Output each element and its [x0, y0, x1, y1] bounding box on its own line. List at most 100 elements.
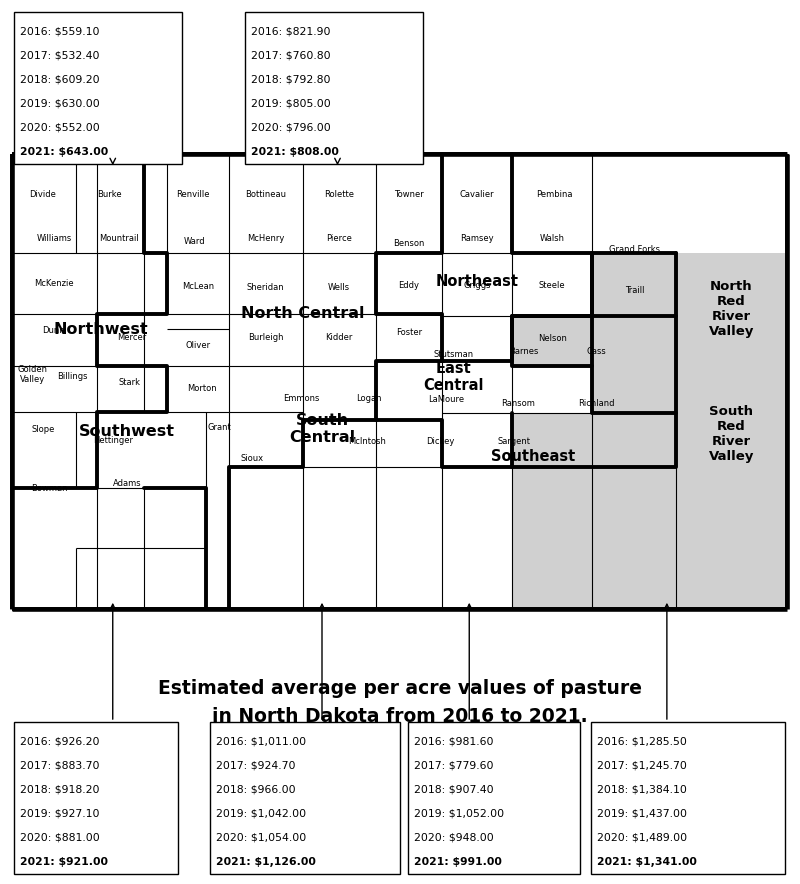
- Text: McHenry: McHenry: [246, 233, 284, 243]
- Text: Sheridan: Sheridan: [246, 283, 284, 293]
- Text: Divide: Divide: [30, 190, 57, 200]
- Text: Steele: Steele: [539, 281, 566, 291]
- Text: 2018: $918.20: 2018: $918.20: [20, 785, 99, 795]
- Text: 2016: $559.10: 2016: $559.10: [20, 27, 99, 36]
- Text: McIntosh: McIntosh: [348, 437, 386, 446]
- Text: 2019: $630.00: 2019: $630.00: [20, 99, 100, 109]
- Text: Ransom: Ransom: [501, 399, 535, 408]
- Text: 2017: $883.70: 2017: $883.70: [20, 760, 99, 771]
- Text: 2018: $1,384.10: 2018: $1,384.10: [597, 785, 687, 795]
- Text: 2017: $924.70: 2017: $924.70: [216, 760, 295, 771]
- Text: Foster: Foster: [396, 328, 422, 337]
- Text: 2018: $792.80: 2018: $792.80: [251, 74, 330, 85]
- Text: Northeast: Northeast: [435, 274, 518, 289]
- Text: Morton: Morton: [187, 384, 217, 392]
- Bar: [14, 722, 178, 874]
- Text: South
Central: South Central: [289, 413, 355, 446]
- Text: 2016: $981.60: 2016: $981.60: [414, 736, 494, 747]
- Text: 2019: $1,042.00: 2019: $1,042.00: [216, 809, 306, 819]
- Text: 2019: $1,052.00: 2019: $1,052.00: [414, 809, 504, 819]
- Text: Sargent: Sargent: [498, 437, 530, 446]
- Text: 2017: $779.60: 2017: $779.60: [414, 760, 494, 771]
- Text: Golden
Valley: Golden Valley: [17, 365, 47, 385]
- Text: 2020: $948.00: 2020: $948.00: [414, 833, 494, 842]
- Text: 2019: $1,437.00: 2019: $1,437.00: [597, 809, 687, 819]
- Text: South
Red
River
Valley: South Red River Valley: [709, 405, 754, 463]
- Text: Oliver: Oliver: [186, 340, 210, 349]
- Text: East
Central: East Central: [423, 361, 484, 393]
- Text: North
Red
River
Valley: North Red River Valley: [709, 279, 754, 338]
- Text: 2020: $796.00: 2020: $796.00: [251, 123, 330, 133]
- Text: Ward: Ward: [183, 237, 205, 246]
- Text: Wells: Wells: [328, 283, 350, 293]
- Text: Towner: Towner: [394, 190, 424, 200]
- Text: 2018: $609.20: 2018: $609.20: [20, 74, 100, 85]
- Text: Burleigh: Burleigh: [248, 333, 283, 342]
- Text: 2021: $808.00: 2021: $808.00: [251, 147, 339, 156]
- Text: North Central: North Central: [241, 306, 364, 321]
- Text: 2021: $991.00: 2021: $991.00: [414, 857, 502, 866]
- Text: Cavalier: Cavalier: [460, 190, 494, 200]
- Text: Dunn: Dunn: [42, 326, 65, 335]
- Text: Burke: Burke: [98, 190, 122, 200]
- Text: Traill: Traill: [625, 286, 644, 295]
- Text: Southeast: Southeast: [490, 449, 575, 464]
- Text: McLean: McLean: [182, 282, 214, 292]
- Text: 2018: $907.40: 2018: $907.40: [414, 785, 494, 795]
- Text: Northwest: Northwest: [54, 322, 149, 337]
- Text: 2021: $921.00: 2021: $921.00: [20, 857, 108, 866]
- Text: Southwest: Southwest: [78, 424, 174, 439]
- Bar: [408, 722, 580, 874]
- Text: in North Dakota from 2016 to 2021.: in North Dakota from 2016 to 2021.: [212, 706, 588, 726]
- Text: Mountrail: Mountrail: [99, 233, 139, 243]
- Text: Adams: Adams: [113, 479, 142, 488]
- Text: Stark: Stark: [119, 377, 141, 387]
- Text: Kidder: Kidder: [326, 333, 353, 342]
- Bar: [591, 722, 785, 874]
- Text: Slope: Slope: [31, 425, 54, 434]
- Bar: [14, 12, 182, 164]
- Text: Hettinger: Hettinger: [93, 436, 133, 446]
- Text: Emmons: Emmons: [283, 394, 319, 403]
- Text: Nelson: Nelson: [538, 334, 566, 343]
- Bar: [210, 722, 400, 874]
- Text: Barnes: Barnes: [509, 347, 538, 356]
- Text: Griggs: Griggs: [463, 281, 490, 291]
- Text: 2019: $805.00: 2019: $805.00: [251, 99, 330, 109]
- Text: McKenzie: McKenzie: [34, 279, 74, 288]
- Text: 2016: $1,285.50: 2016: $1,285.50: [597, 736, 687, 747]
- Text: Pierce: Pierce: [326, 233, 352, 243]
- Text: Estimated average per acre values of pasture: Estimated average per acre values of pas…: [158, 680, 642, 698]
- Text: 2021: $1,341.00: 2021: $1,341.00: [597, 857, 697, 866]
- Text: 2016: $821.90: 2016: $821.90: [251, 27, 330, 36]
- Text: 2021: $1,126.00: 2021: $1,126.00: [216, 857, 316, 866]
- Text: Eddy: Eddy: [398, 281, 419, 291]
- Text: Grand Forks: Grand Forks: [609, 245, 660, 254]
- Text: Walsh: Walsh: [540, 233, 565, 243]
- Text: LaMoure: LaMoure: [428, 395, 464, 404]
- Text: 2020: $881.00: 2020: $881.00: [20, 833, 100, 842]
- Text: 2020: $1,489.00: 2020: $1,489.00: [597, 833, 687, 842]
- Text: 2018: $966.00: 2018: $966.00: [216, 785, 296, 795]
- Text: Williams: Williams: [36, 233, 71, 243]
- Text: Dickey: Dickey: [426, 437, 454, 446]
- Text: Billings: Billings: [58, 371, 88, 380]
- Text: Bowman: Bowman: [31, 484, 67, 493]
- Text: 2017: $532.40: 2017: $532.40: [20, 50, 99, 61]
- Text: 2016: $926.20: 2016: $926.20: [20, 736, 99, 747]
- Bar: [245, 12, 423, 164]
- Text: Grant: Grant: [208, 423, 231, 431]
- Text: Benson: Benson: [393, 240, 425, 248]
- Text: 2019: $927.10: 2019: $927.10: [20, 809, 99, 819]
- Polygon shape: [512, 414, 787, 609]
- Text: Richland: Richland: [578, 399, 614, 408]
- Text: Logan: Logan: [356, 394, 382, 403]
- Text: Renville: Renville: [177, 190, 210, 200]
- Polygon shape: [512, 253, 787, 414]
- Text: 2016: $1,011.00: 2016: $1,011.00: [216, 736, 306, 747]
- Text: 2020: $552.00: 2020: $552.00: [20, 123, 100, 133]
- Text: 2017: $1,245.70: 2017: $1,245.70: [597, 760, 687, 771]
- Text: Stutsman: Stutsman: [434, 350, 474, 359]
- Text: Pembina: Pembina: [536, 190, 573, 200]
- Text: Sioux: Sioux: [241, 454, 264, 463]
